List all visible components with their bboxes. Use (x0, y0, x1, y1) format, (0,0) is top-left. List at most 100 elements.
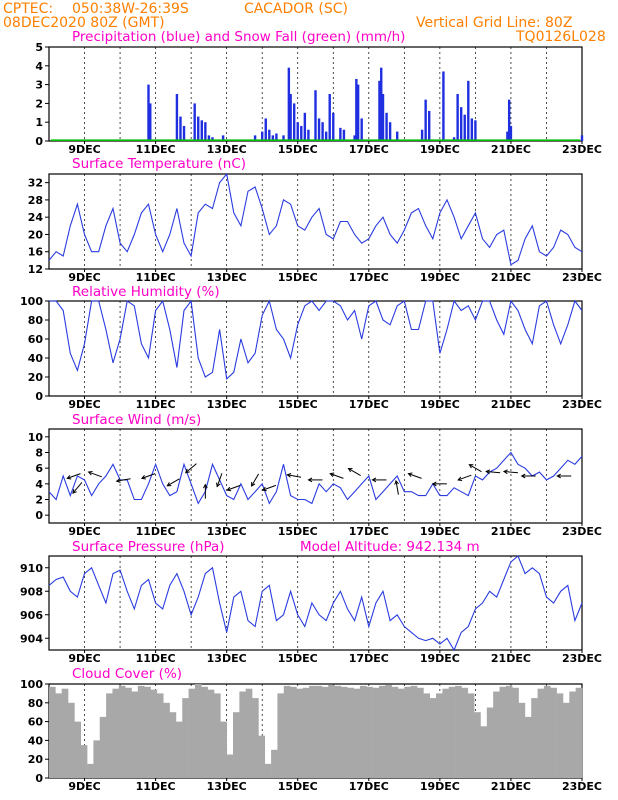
cloud-bar (271, 749, 278, 778)
cloud-bar (372, 687, 380, 778)
humidity-y-tick-label: 80 (28, 314, 44, 327)
cloud-y-tick-label: 100 (20, 678, 43, 691)
precip-bar (303, 112, 307, 141)
cloud-x-tick-label: 21DEC (491, 780, 531, 793)
wind-arrow (166, 478, 180, 487)
wind-arrow (329, 472, 344, 479)
pressure-x-tick-label: 19DEC (420, 652, 460, 665)
wind-arrow (457, 474, 472, 482)
wind-arrow (307, 477, 323, 483)
wind-y-tick-label: 0 (35, 509, 43, 522)
wind-arrow (184, 463, 197, 474)
wind-arrow-head (468, 464, 474, 469)
wind-arrow-shaft (503, 470, 518, 474)
wind-x-tick-label: 23DEC (562, 525, 602, 538)
cloud-bar (277, 693, 285, 778)
wind-arrow-shaft (185, 463, 197, 474)
cloud-bar (283, 685, 291, 778)
wind-arrow (115, 478, 131, 483)
pressure-x-tick-label: 13DEC (207, 652, 247, 665)
precip-bar (507, 99, 511, 141)
precip-bar (317, 118, 321, 141)
wind-arrow-head (140, 475, 146, 480)
temperature-x-tick-label: 9DEC (68, 271, 100, 284)
humidity-y-tick-label: 40 (28, 352, 44, 365)
cloud-x-tick-label: 11DEC (136, 780, 176, 793)
temperature-frame (48, 173, 583, 270)
wind-panel-title: Surface Wind (m/s) (72, 412, 201, 428)
cloud-bar (182, 698, 189, 778)
humidity-x-tick-label: 23DEC (562, 398, 602, 411)
wind-arrow-head (286, 473, 292, 478)
precip-bar (179, 116, 182, 141)
wind-arrow-head (329, 472, 335, 477)
wind-arrow-head (502, 469, 508, 475)
cloud-bar (252, 698, 259, 778)
wind-arrow-shaft (287, 474, 302, 478)
precip-y-tick-label: 0 (35, 135, 43, 148)
wind-arrow (66, 473, 81, 480)
precip-bar (360, 118, 363, 141)
wind-arrow-shaft (330, 473, 344, 479)
precip-bar (388, 122, 392, 141)
cloud-bar (569, 691, 576, 778)
wind-arrow (520, 473, 536, 479)
cloud-bar (131, 691, 139, 778)
cloud-bar (80, 745, 88, 778)
precip-bar (261, 131, 264, 141)
wind-arrow-head (347, 468, 353, 473)
wind-arrow (72, 482, 83, 494)
cloud-bar (264, 763, 272, 778)
cloud-bar (448, 686, 456, 778)
temperature-x-tick-label: 23DEC (562, 271, 602, 284)
wind-arrow-head (226, 486, 232, 492)
wind-arrow-head (371, 477, 377, 483)
pressure-panel-subtitle: Model Altitude: 942.134 m (300, 539, 480, 555)
wind-arrow (140, 473, 156, 480)
cloud-bar (144, 686, 151, 778)
precip-bar (456, 94, 459, 141)
wind-y-tick-label: 4 (35, 478, 43, 491)
wind-x-tick-label: 11DEC (136, 525, 176, 538)
wind-arrow-shaft (116, 478, 131, 482)
wind-arrow-head (87, 470, 93, 476)
cloud-bar (74, 721, 82, 778)
pressure-x-tick-label: 15DEC (278, 652, 318, 665)
precip-bar (378, 80, 381, 141)
precip-bar (452, 137, 456, 141)
precip-bar (342, 129, 346, 141)
wind-arrow (216, 473, 223, 488)
temperature-y-tick-label: 12 (28, 263, 43, 276)
wind-x-tick-label: 21DEC (491, 525, 531, 538)
wind-arrow-head (251, 481, 256, 487)
precip-bar (470, 118, 474, 141)
cloud-bar (340, 686, 348, 778)
precip-bar (580, 135, 584, 141)
temperature-y-tick-label: 32 (28, 177, 43, 190)
cloud-bar (391, 686, 399, 778)
cloud-bar (175, 721, 183, 778)
cloud-y-tick-label: 80 (28, 697, 44, 710)
precip-bar (385, 112, 388, 141)
cloud-bar (296, 688, 304, 778)
cloud-bar (239, 691, 247, 778)
cloud-y-tick-label: 40 (28, 734, 44, 747)
humidity-x-tick-label: 15DEC (278, 398, 318, 411)
cloud-bar (150, 689, 158, 778)
pressure-x-tick-label: 23DEC (562, 652, 602, 665)
cloud-bar (359, 685, 367, 778)
cloud-bar (194, 684, 202, 778)
cloud-bar (309, 685, 316, 778)
cloud-y-tick-label: 0 (35, 772, 43, 785)
cloud-bar (226, 754, 234, 778)
precip-bar (381, 94, 385, 141)
pressure-x-tick-label: 9DEC (68, 652, 100, 665)
wind-panel: 0 2 4 6 8 10 9DEC 11DEC 13DEC 15DEC 17DEC 19DEC 21DE… (28, 428, 602, 538)
cloud-bar (302, 687, 310, 778)
temperature-panel-title: Surface Temperature (nC) (72, 156, 246, 172)
cloud-bar (493, 691, 500, 778)
pressure-series-line (48, 555, 583, 652)
precip-bar (353, 135, 356, 141)
cloud-bar (112, 688, 120, 778)
precip-bar (509, 125, 513, 141)
